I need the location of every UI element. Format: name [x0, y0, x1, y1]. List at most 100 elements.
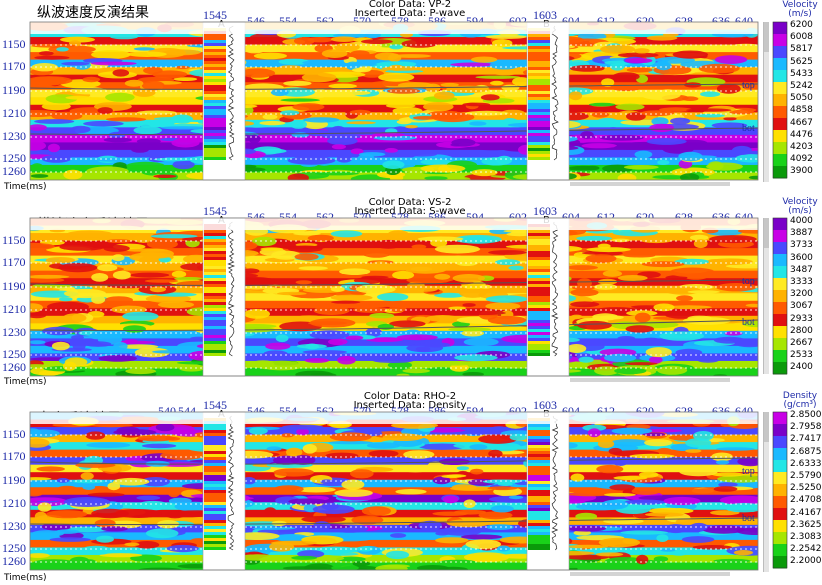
horizon-bot-line: [29, 517, 759, 525]
colorbar-tick-label: 2.4167: [790, 507, 822, 518]
color-data-label: Color Data: VS-2: [368, 197, 452, 208]
horizon-bot-label: bot: [742, 123, 755, 134]
colorbar-tick-label: 3067: [790, 301, 813, 312]
colorbar-tick-label: 4476: [790, 129, 813, 140]
well-log-b: B: [526, 409, 570, 571]
colorbar-tick-label: 4667: [790, 117, 813, 128]
y-tick-label: 1260: [2, 360, 26, 374]
y-tick-label: 1190: [2, 83, 26, 97]
y-tick-label: 1190: [2, 473, 26, 487]
colorbar-tick-label: 3333: [790, 277, 813, 287]
colorbar-tick-label: 2667: [790, 338, 813, 348]
scrollbar-thumb[interactable]: [764, 22, 769, 52]
colorbar-title: Velocity: [782, 0, 818, 10]
section-image: [30, 218, 758, 376]
colorbar-tick-label: 4000: [790, 216, 813, 226]
inserted-data-label: Inserted Data: Density: [353, 400, 467, 411]
well-trace-label: 1603: [533, 204, 557, 218]
colorbar-tick-label: 2533: [790, 350, 813, 361]
y-tick-label: 1210: [2, 302, 26, 316]
panel-vp: 纵波速度反演结果 Color Data: VP-2 Inserted Data:…: [0, 0, 822, 196]
well-trace-label: 1603: [533, 8, 557, 22]
y-tick-label: 1150: [2, 37, 26, 51]
vertical-scrollbar[interactable]: [763, 22, 769, 182]
well-log-a: A: [202, 19, 246, 181]
seismic-section: top bot A B: [29, 19, 788, 181]
colorbar-tick-label: 3487: [790, 264, 813, 275]
well-trace-label: 1545: [203, 204, 227, 218]
section-frame: [29, 217, 759, 377]
section-frame: [29, 411, 759, 571]
horizontal-scrollbar[interactable]: [570, 182, 730, 186]
y-tick-label: 1150: [2, 427, 26, 441]
colorbar-tick-label: 2.2542: [790, 544, 822, 555]
time-axis-label: Time(ms): [4, 377, 47, 387]
scrollbar-thumb[interactable]: [764, 412, 769, 442]
horizon-bot-line: [29, 127, 759, 135]
colorbar-tick-label: 3200: [790, 289, 813, 300]
colorbar-tick-label: 2.7958: [790, 422, 822, 433]
well-log-a: A: [202, 409, 246, 571]
colorbar-tick-label: 2.5250: [790, 483, 822, 494]
well-log-b: B: [526, 215, 570, 377]
y-tick-label: 1250: [2, 151, 26, 165]
colorbar-tick-label: 2.4708: [790, 495, 822, 506]
colorbar-tick-label: 2.6333: [790, 458, 822, 469]
panel-title: 纵波速度反演结果: [37, 5, 149, 21]
colorbar-unit: (g/cm³): [783, 400, 817, 410]
well-log-a: A: [202, 215, 246, 377]
horizon-top-line: [29, 457, 759, 465]
y-tick-label: 1230: [2, 129, 26, 143]
time-axis-label: Time(ms): [4, 182, 47, 192]
colorbar-unit: (m/s): [788, 206, 812, 216]
y-tick-label: 1210: [2, 106, 26, 120]
time-axis-label: Time(ms): [4, 573, 47, 583]
colorbar-tick-label: 5817: [790, 44, 813, 55]
y-tick-label: 1230: [2, 325, 26, 339]
colorbar-tick-label: 5242: [790, 81, 813, 91]
horizon-top-line: [29, 83, 759, 90]
section-frame: [29, 21, 759, 181]
colorbar-tick-label: 5433: [790, 68, 813, 79]
y-tick-label: 1190: [2, 279, 26, 293]
horizon-top-label: top: [742, 80, 755, 91]
section-image: [30, 412, 758, 570]
y-tick-label: 1210: [2, 496, 26, 510]
horizon-bot-line: [29, 319, 759, 331]
colorbar-tick-label: 5625: [790, 56, 813, 67]
colorbar-tick-label: 2400: [790, 362, 813, 373]
colorbar-tick-label: 4203: [790, 142, 813, 152]
seismic-section: top bot A B: [29, 409, 788, 571]
well-log-b: B: [526, 19, 570, 181]
y-tick-label: 1260: [2, 164, 26, 178]
y-tick-label: 1170: [2, 59, 26, 73]
color-data-label: Color Data: VP-2: [368, 0, 452, 10]
panel-rho: 密度反演结果 Color Data: RHO-2 Inserted Data: …: [0, 390, 822, 585]
vertical-scrollbar[interactable]: [763, 412, 769, 572]
inserted-data-label: Inserted Data: S-wave: [354, 206, 466, 217]
colorbar-title: Density: [782, 391, 818, 401]
y-tick-label: 1150: [2, 233, 26, 247]
colorbar-title: Velocity: [782, 197, 818, 207]
y-tick-label: 1260: [2, 554, 26, 568]
horizontal-scrollbar[interactable]: [570, 572, 730, 576]
inserted-data-label: Inserted Data: P-wave: [354, 8, 466, 19]
colorbar: [772, 411, 788, 569]
colorbar-tick-label: 3900: [790, 166, 813, 177]
y-tick-label: 1250: [2, 347, 26, 361]
well-trace-label: 1545: [203, 8, 227, 22]
colorbar: [772, 21, 788, 179]
vertical-scrollbar[interactable]: [763, 218, 769, 374]
seismic-section: top bot A B: [29, 215, 788, 377]
horizon-bot-label: bot: [742, 317, 755, 328]
colorbar-tick-label: 3600: [790, 252, 813, 263]
well-trace-label: 1545: [203, 398, 227, 412]
colorbar-tick-label: 2933: [790, 313, 813, 324]
horizontal-scrollbar[interactable]: [570, 378, 730, 382]
colorbar-tick-label: 2.6875: [790, 446, 822, 457]
color-data-label: Color Data: RHO-2: [363, 391, 457, 402]
scrollbar-thumb[interactable]: [764, 218, 769, 248]
colorbar-tick-label: 2.8500: [790, 410, 822, 420]
colorbar-tick-label: 2.2000: [790, 556, 822, 567]
y-tick-label: 1170: [2, 255, 26, 269]
